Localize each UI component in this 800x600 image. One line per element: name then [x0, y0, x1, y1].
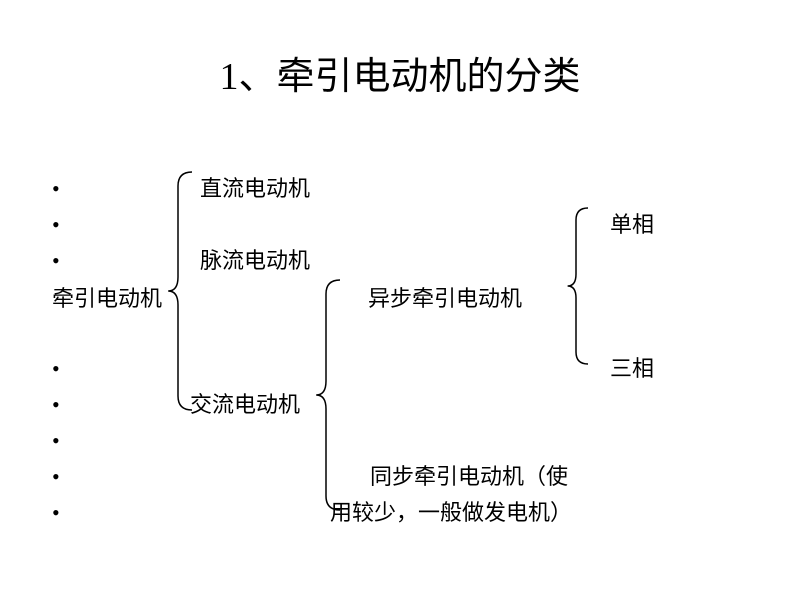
bullet: • [52, 250, 72, 272]
node-pulse: 脉流电动机 [200, 250, 310, 272]
node-ac: 交流电动机 [190, 394, 300, 416]
node-single: 单相 [610, 214, 654, 236]
node-async: 异步牵引电动机 [368, 288, 522, 310]
brace2 [316, 280, 340, 510]
bullet: • [52, 430, 72, 452]
node-dc: 直流电动机 [200, 178, 310, 200]
node-sync2: 用较少，一般做发电机） [330, 502, 572, 524]
bullet: • [52, 394, 72, 416]
bullet: • [52, 178, 72, 200]
bullet: • [52, 502, 72, 524]
bullet: • [52, 358, 72, 380]
brace3 [568, 208, 588, 364]
node-root: 牵引电动机 [52, 288, 162, 310]
node-sync1: 同步牵引电动机（使 [370, 466, 568, 488]
diagram-area: • • • • • • • • 牵引电动机 直流电动机 脉流电动机 交流电动机 … [0, 130, 800, 550]
brace1 [168, 172, 192, 410]
node-three: 三相 [610, 358, 654, 380]
bullet: • [52, 466, 72, 488]
slide-title: 1、牵引电动机的分类 [0, 0, 800, 130]
bullet: • [52, 214, 72, 236]
